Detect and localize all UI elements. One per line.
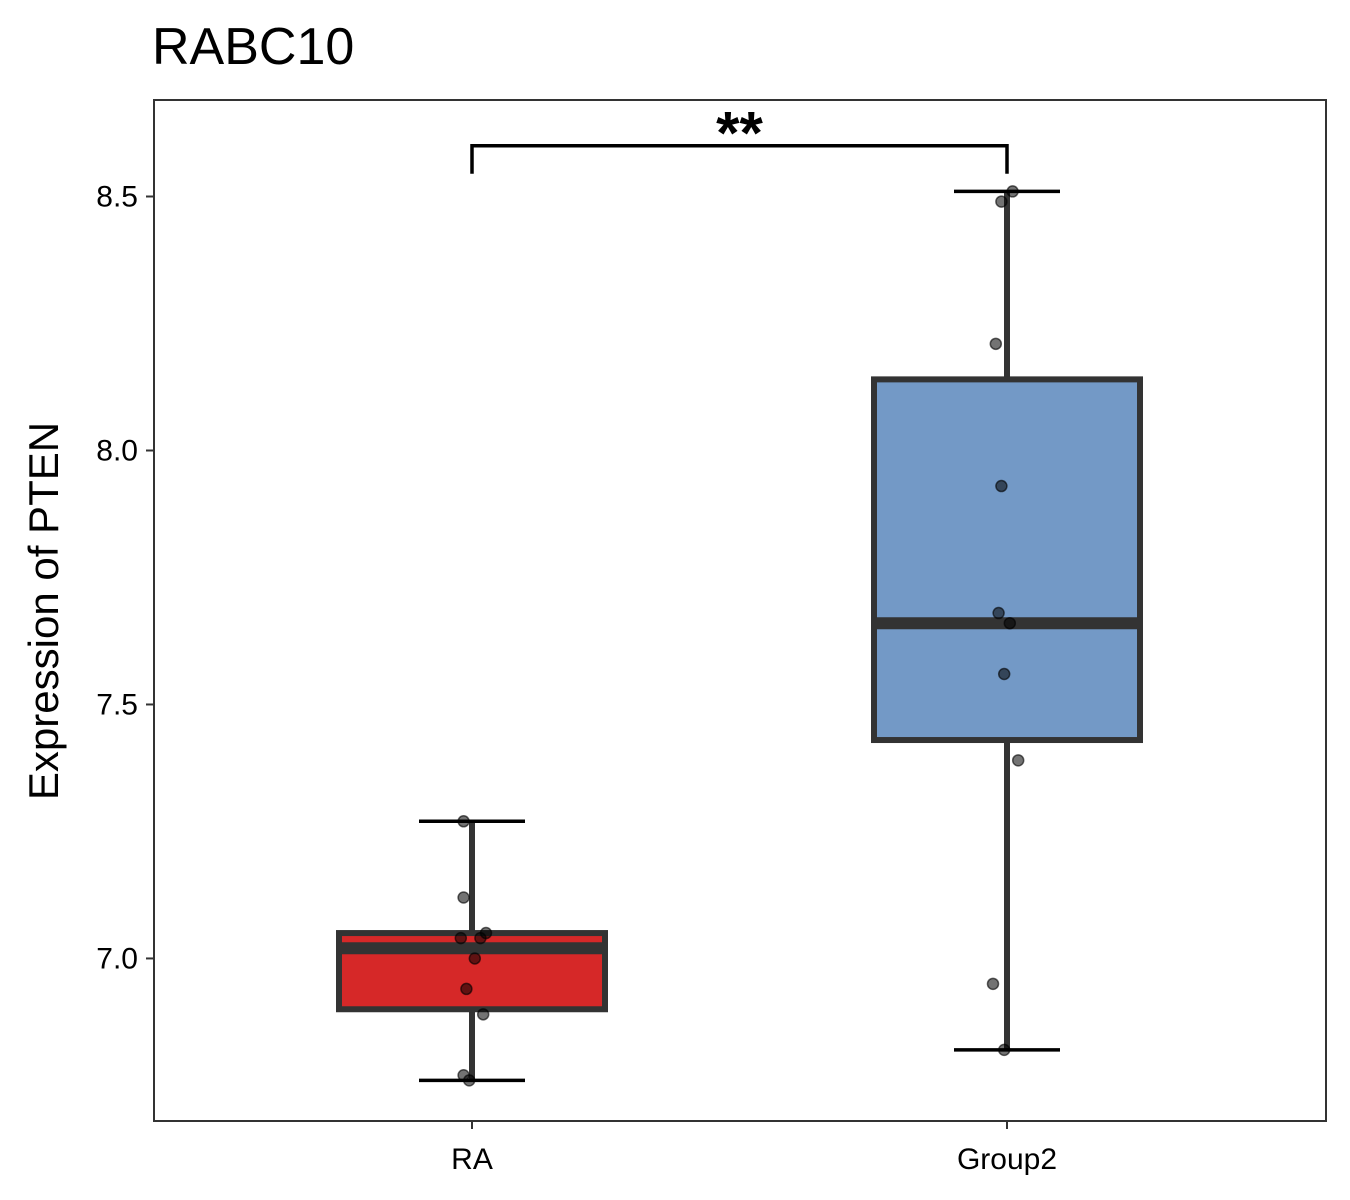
data-point [462, 1074, 476, 1087]
y-tick-label: 8.0 [96, 434, 138, 467]
chart-title: RABC10 [152, 18, 354, 76]
data-point [997, 1043, 1011, 1057]
plot-layer: 7.0 7.5 8.0 8.5 RA Group2 ** [96, 100, 1143, 1176]
significance-bracket [470, 143, 1009, 174]
data-point [457, 815, 470, 828]
significance-label: ** [716, 100, 763, 167]
y-tick-label: 8.5 [96, 181, 138, 214]
data-point [1003, 616, 1017, 630]
data-point [992, 606, 1005, 620]
data-point [1006, 185, 1019, 198]
data-point [995, 195, 1008, 208]
data-point [457, 891, 470, 904]
y-tick-label: 7.5 [96, 688, 138, 721]
box-group-ra [336, 815, 608, 1087]
data-point [454, 931, 468, 945]
y-tick-label: 7.0 [96, 942, 138, 975]
data-point [995, 479, 1008, 493]
plot-panel [153, 99, 1327, 1122]
data-point [989, 337, 1003, 351]
data-point [468, 952, 482, 965]
box-group-group2 [871, 185, 1143, 1057]
data-point [476, 1008, 490, 1021]
y-axis-label: Expression of PTEN [20, 422, 67, 800]
x-tick-label: RA [451, 1143, 493, 1176]
x-tick-label: Group2 [957, 1143, 1057, 1176]
data-point [986, 977, 1000, 991]
data-point [479, 926, 493, 940]
data-point [997, 667, 1011, 681]
data-point [460, 982, 473, 996]
box-iqr [871, 376, 1143, 744]
data-point [1011, 754, 1025, 767]
